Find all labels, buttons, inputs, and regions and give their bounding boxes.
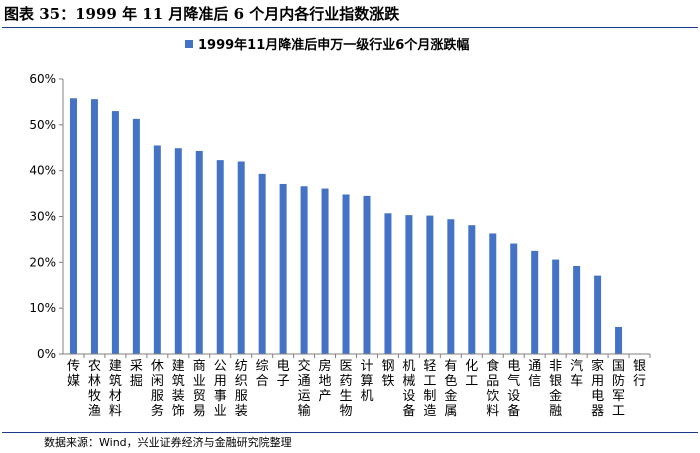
bar — [447, 219, 455, 354]
x-tick-label: 休闲服务 — [151, 359, 164, 419]
bar — [279, 183, 287, 354]
x-tick-label: 交通运输 — [298, 358, 311, 419]
x-tick-label: 电气设备 — [507, 359, 520, 419]
x-tick-label: 食品饮料 — [486, 358, 499, 419]
x-tick-label: 银行 — [633, 359, 646, 389]
bar — [426, 215, 434, 354]
figure-title: 图表 35：1999 年 11 月降准后 6 个月内各行业指数涨跌 — [4, 5, 400, 23]
x-tick-label: 轻工制造 — [423, 359, 436, 419]
x-tick-label: 非银金融 — [549, 359, 562, 419]
x-tick-label: 国防军工 — [612, 359, 625, 419]
x-tick-label: 农林牧渔 — [88, 359, 101, 419]
x-tick-label: 钢铁 — [381, 359, 394, 389]
y-tick-label: 60% — [29, 72, 56, 86]
x-tick-label: 公用事业 — [214, 359, 227, 419]
bar — [132, 118, 140, 354]
bar — [153, 145, 161, 354]
x-tick-label: 传媒 — [67, 359, 80, 389]
bar — [405, 215, 413, 354]
bar — [237, 161, 245, 354]
source-note: 数据来源：Wind，兴业证券经济与金融研究院整理 — [44, 436, 292, 449]
title-rule — [2, 27, 698, 28]
x-tick-label: 医药生物 — [340, 359, 353, 419]
chart-legend: 1999年11月降准后申万一级行业6个月涨跌幅 — [185, 37, 469, 53]
x-tick-label: 商业贸易 — [193, 359, 206, 419]
x-tick-label: 采掘 — [130, 359, 143, 389]
y-tick-label: 50% — [29, 118, 56, 132]
y-tick-label: 20% — [29, 255, 56, 269]
bar — [531, 250, 539, 354]
bar — [321, 188, 329, 354]
bar — [216, 160, 224, 354]
y-tick-label: 30% — [29, 210, 56, 224]
bar — [552, 259, 560, 354]
x-tick-label: 综合 — [256, 359, 269, 389]
bar — [111, 111, 119, 354]
bar — [594, 275, 602, 354]
x-tick-label: 计算机 — [360, 359, 373, 404]
bar — [615, 326, 623, 354]
bar — [489, 233, 497, 354]
bar — [195, 150, 203, 354]
bar — [300, 186, 308, 354]
y-tick-label: 10% — [29, 301, 56, 315]
bar — [573, 266, 581, 354]
x-tick-label: 有色金属 — [444, 359, 457, 419]
bar — [510, 243, 518, 354]
bar — [342, 194, 350, 354]
bottom-rule — [2, 432, 698, 433]
x-tick-label: 房地产 — [319, 358, 332, 404]
x-tick-label: 通信 — [528, 359, 541, 389]
x-tick-label: 电子 — [277, 359, 290, 389]
x-tick-label: 化工 — [465, 359, 478, 389]
x-tick-label: 建筑装饰 — [172, 359, 185, 419]
y-tick-label: 0% — [37, 347, 56, 361]
bar — [69, 98, 77, 354]
bar — [363, 195, 371, 354]
x-tick-label: 纺织服装 — [235, 359, 248, 419]
bar — [258, 173, 266, 354]
x-tick-label: 家用电器 — [591, 358, 604, 419]
legend-swatch — [185, 40, 193, 48]
bar — [468, 225, 476, 354]
bar — [174, 148, 182, 354]
y-tick-label: 40% — [29, 164, 56, 178]
x-tick-label: 机械设备 — [402, 359, 415, 419]
x-axis: 传媒农林牧渔建筑材料采掘休闲服务建筑装饰商业贸易公用事业纺织服装综合电子交通运输… — [63, 353, 651, 419]
y-axis: 0% 10% 20% 30% 40% 50% 60% — [29, 72, 64, 361]
bar — [90, 99, 98, 355]
bar-series — [69, 98, 623, 355]
legend-label: 1999年11月降准后申万一级行业6个月涨跌幅 — [198, 37, 469, 53]
x-tick-label: 建筑材料 — [109, 359, 122, 419]
bar — [384, 213, 392, 354]
x-tick-label: 汽车 — [570, 359, 583, 389]
